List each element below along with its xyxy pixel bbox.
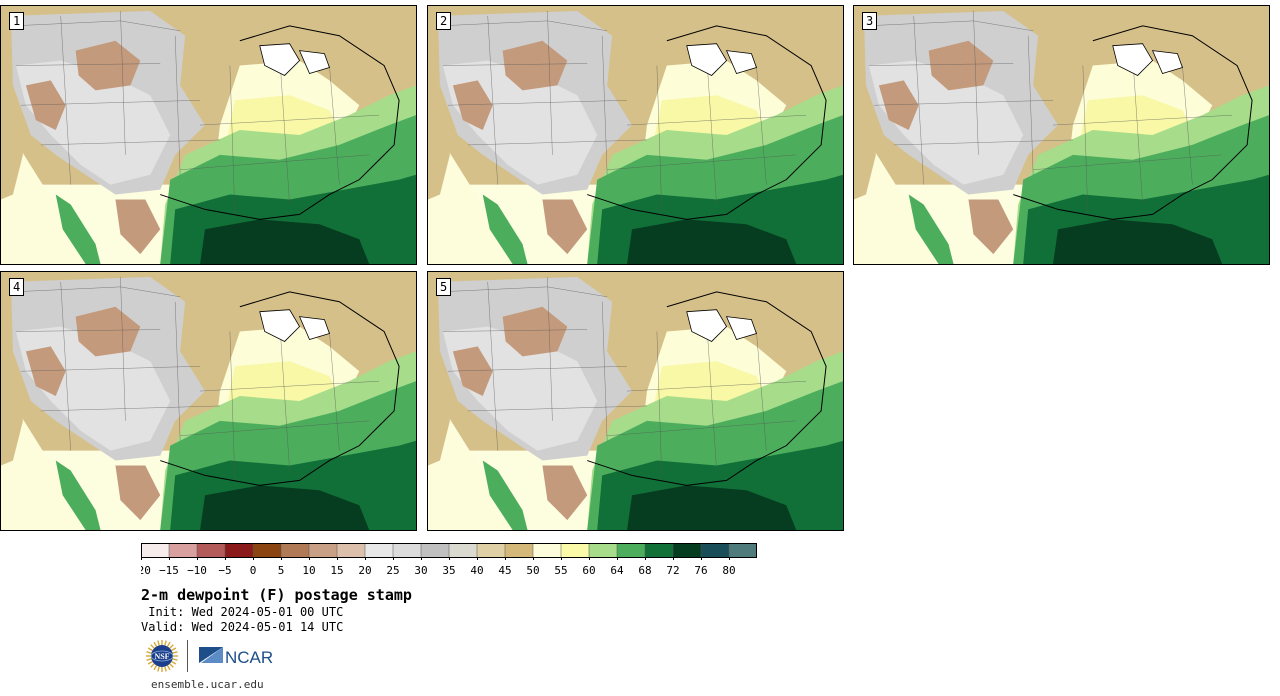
colorbar-swatch — [728, 543, 757, 558]
colorbar-tick-label: 5 — [278, 564, 285, 577]
colorbar-swatch — [476, 543, 506, 558]
colorbar-tick-label: 0 — [250, 564, 257, 577]
colorbar-tick-label: 80 — [722, 564, 735, 577]
dewpoint-map — [428, 6, 843, 264]
dewpoint-map — [1, 6, 416, 264]
colorbar-tick-label: 64 — [610, 564, 624, 577]
colorbar-swatch — [616, 543, 646, 558]
colorbar-tick-label: 50 — [526, 564, 539, 577]
map-panel-2[interactable]: 2 — [427, 5, 844, 265]
colorbar-swatch — [252, 543, 282, 558]
svg-text:NCAR: NCAR — [225, 648, 273, 667]
colorbar-tick-label: 68 — [638, 564, 651, 577]
colorbar-swatch — [308, 543, 338, 558]
init-time: Init: Wed 2024-05-01 00 UTC — [141, 605, 344, 619]
colorbar-tick-label: 20 — [358, 564, 371, 577]
colorbar-swatch — [448, 543, 478, 558]
colorbar-tick-label: −20 — [141, 564, 151, 577]
colorbar-swatch — [532, 543, 562, 558]
colorbar-tick-label: 25 — [386, 564, 399, 577]
valid-time: Valid: Wed 2024-05-01 14 UTC — [141, 620, 344, 634]
colorbar-swatch — [560, 543, 590, 558]
colorbar-swatch — [141, 543, 170, 558]
nsf-logo-icon[interactable]: NSF — [145, 639, 179, 673]
map-panel-1[interactable]: 1 — [0, 5, 417, 265]
colorbar-swatch — [224, 543, 254, 558]
colorbar-swatch — [644, 543, 674, 558]
colorbar-tick-label: 72 — [666, 564, 679, 577]
colorbar-tick-label: 55 — [554, 564, 567, 577]
colorbar-swatch — [672, 543, 702, 558]
ncar-logo-icon[interactable]: NCAR — [197, 643, 277, 669]
colorbar-swatch — [364, 543, 394, 558]
colorbar-swatch — [392, 543, 422, 558]
colorbar — [141, 543, 757, 558]
colorbar-tick-label: −5 — [218, 564, 231, 577]
colorbar-swatch — [420, 543, 450, 558]
map-panel-5[interactable]: 5 — [427, 271, 844, 531]
colorbar-tick-label: 76 — [694, 564, 707, 577]
colorbar-tick-label: 10 — [302, 564, 315, 577]
panel-number-label: 3 — [862, 12, 878, 30]
logo-divider — [187, 640, 188, 672]
panel-number-label: 1 — [9, 12, 25, 30]
panel-number-label: 5 — [436, 278, 452, 296]
colorbar-swatch — [700, 543, 730, 558]
colorbar-tick-label: 15 — [330, 564, 343, 577]
colorbar-tick-label: −15 — [159, 564, 179, 577]
plot-title: 2-m dewpoint (F) postage stamp — [141, 586, 412, 604]
colorbar-swatch — [336, 543, 366, 558]
colorbar-tick-labels: −20 −15 −10 −5 0 5 10 15 20 25 30 35 40 45 50 55 60 64 68 7… — [141, 557, 736, 577]
colorbar-tick-label: 35 — [442, 564, 455, 577]
colorbar-tick-label: 30 — [414, 564, 427, 577]
dewpoint-map — [428, 272, 843, 530]
website-url[interactable]: ensemble.ucar.edu — [151, 678, 264, 691]
colorbar-swatch — [504, 543, 534, 558]
colorbar-swatch — [280, 543, 310, 558]
svg-text:NSF: NSF — [154, 652, 169, 661]
dewpoint-map — [854, 6, 1269, 264]
colorbar-tick-label: −10 — [187, 564, 207, 577]
colorbar-tick-label: 45 — [498, 564, 511, 577]
colorbar-swatch — [588, 543, 618, 558]
map-panel-4[interactable]: 4 — [0, 271, 417, 531]
panel-number-label: 4 — [9, 278, 25, 296]
colorbar-swatch — [168, 543, 198, 558]
panel-number-label: 2 — [436, 12, 452, 30]
colorbar-tick-label: 60 — [582, 564, 595, 577]
colorbar-tick-label: 40 — [470, 564, 483, 577]
dewpoint-map — [1, 272, 416, 530]
colorbar-swatch — [196, 543, 226, 558]
map-panel-3[interactable]: 3 — [853, 5, 1270, 265]
